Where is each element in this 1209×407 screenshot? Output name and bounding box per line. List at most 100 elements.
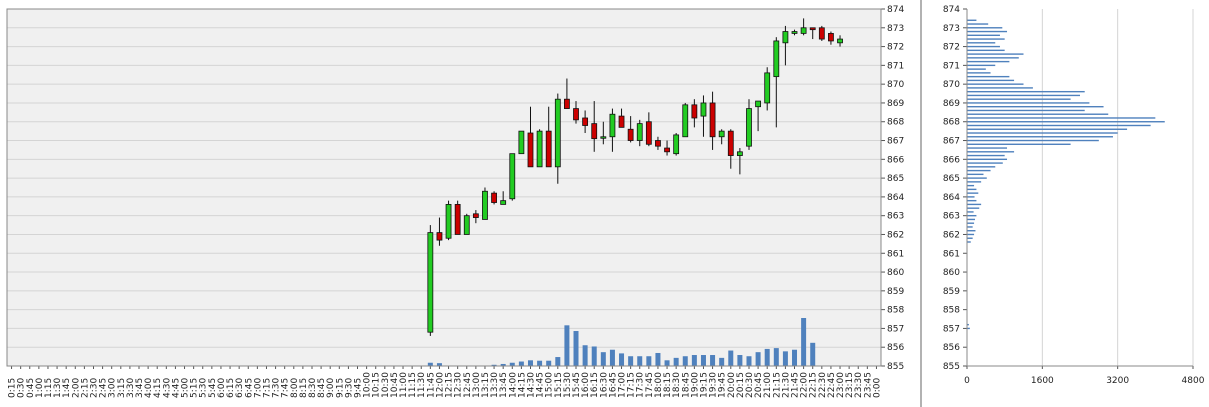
time-tick-label: 23:45 xyxy=(863,372,873,398)
candle-body xyxy=(700,102,707,117)
time-tick-label: 16:00 xyxy=(581,372,591,398)
time-tick-label: 18:15 xyxy=(663,372,673,398)
price-tick-label: 861 xyxy=(887,249,904,259)
profile-bar xyxy=(967,102,1090,104)
profile-price-tick-label: 856 xyxy=(943,343,960,353)
volume-tick-label: 3200 xyxy=(1106,376,1129,386)
profile-price-tick-label: 864 xyxy=(943,193,960,203)
candle-body xyxy=(454,204,461,235)
candle-body xyxy=(445,204,452,239)
profile-bar xyxy=(967,166,996,168)
volume-bar xyxy=(546,360,552,366)
profile-bar xyxy=(967,233,975,236)
volume-tick-label: 4800 xyxy=(1182,376,1205,386)
profile-bar xyxy=(967,30,1008,33)
time-tick-label: 11:30 xyxy=(417,372,427,398)
profile-price-tick-label: 858 xyxy=(943,306,960,316)
candle-body xyxy=(536,130,543,168)
candle-body xyxy=(609,113,616,138)
volume-tick-label: 1600 xyxy=(1031,376,1054,386)
profile-bar xyxy=(967,222,975,224)
profile-bar xyxy=(967,230,976,232)
volume-bar xyxy=(682,356,688,366)
time-tick-label: 7:45 xyxy=(281,378,291,398)
time-tick-label: 2:45 xyxy=(99,378,109,398)
profile-bar xyxy=(967,241,971,243)
profile-bar xyxy=(967,147,1008,149)
time-tick-label: 17:15 xyxy=(627,372,637,398)
time-tick-label: 22:45 xyxy=(827,372,837,398)
volume-bar xyxy=(792,349,798,366)
time-tick-label: 19:15 xyxy=(699,372,709,398)
price-tick-label: 858 xyxy=(887,306,904,316)
volume-bar xyxy=(509,362,515,366)
time-tick-label: 12:30 xyxy=(454,372,464,398)
volume-bar xyxy=(527,360,533,366)
time-tick-label: 4:00 xyxy=(144,378,154,398)
time-tick-label: 8:15 xyxy=(299,378,309,398)
profile-bar xyxy=(967,60,1010,63)
profile-bar xyxy=(967,83,1024,85)
time-tick-label: 0:15 xyxy=(8,378,18,398)
time-tick-label: 21:00 xyxy=(763,372,773,398)
main-gridlines xyxy=(7,8,881,367)
volume-series xyxy=(427,318,816,366)
profile-bar xyxy=(967,117,1156,119)
time-tick-label: 13:15 xyxy=(481,372,491,398)
volume-profile-series xyxy=(967,19,1165,330)
time-tick-label: 8:30 xyxy=(308,378,318,398)
profile-bar xyxy=(967,124,1151,127)
profile-bar xyxy=(967,42,996,44)
candle-body xyxy=(655,140,661,147)
candle-body xyxy=(800,27,807,34)
volume-bar xyxy=(564,325,570,366)
profile-bar xyxy=(967,169,991,172)
profile-price-tick-label: 867 xyxy=(943,137,960,147)
profile-bar xyxy=(967,23,989,25)
profile-price-tick-label: 855 xyxy=(943,362,960,372)
time-tick-label: 9:15 xyxy=(335,378,345,398)
volume-bar xyxy=(719,357,725,366)
time-tick-label: 7:15 xyxy=(262,378,272,398)
volume-bar xyxy=(518,361,524,366)
time-tick-label: 12:15 xyxy=(445,372,455,398)
profile-bar xyxy=(967,98,1071,100)
candle-body xyxy=(618,115,625,128)
time-tick-label: 8:00 xyxy=(290,378,300,398)
profile-price-tick-label: 873 xyxy=(943,24,960,34)
profile-bar xyxy=(967,203,982,206)
time-tick-label: 22:30 xyxy=(818,372,828,398)
time-tick-label: 17:00 xyxy=(618,372,628,398)
candle-body xyxy=(682,104,689,138)
time-tick-label: 9:00 xyxy=(326,378,336,398)
volume-bar xyxy=(773,348,779,366)
profile-price-axis: 855 856 857 858 859 860 861 862 863 864 865 866 867 8… xyxy=(943,5,967,372)
time-tick-label: 5:45 xyxy=(208,378,218,398)
profile-price-tick-label: 865 xyxy=(943,174,960,184)
time-tick-label: 3:30 xyxy=(126,378,136,398)
volume-bar xyxy=(801,318,807,366)
time-tick-label: 1:00 xyxy=(35,378,45,398)
profile-plot-background xyxy=(967,9,1193,366)
volume-bar xyxy=(436,363,442,366)
profile-volume-axis: 0 1600 3200 4800 xyxy=(964,366,1205,386)
profile-bar xyxy=(967,68,986,70)
time-tick-label: 1:15 xyxy=(44,378,54,398)
candle-body xyxy=(482,190,488,220)
volume-bar xyxy=(755,352,761,366)
time-tick-label: 17:30 xyxy=(636,372,646,398)
time-tick-label: 2:00 xyxy=(71,378,81,398)
volume-tick-label: 0 xyxy=(964,376,970,386)
time-tick-label: 10:15 xyxy=(372,372,382,398)
volume-bar xyxy=(728,350,734,366)
volume-bar xyxy=(655,352,661,366)
time-tick-label: 21:45 xyxy=(791,372,801,398)
profile-bar xyxy=(967,211,974,213)
time-tick-label: 18:00 xyxy=(654,372,664,398)
volume-bar xyxy=(810,342,816,366)
candle-body xyxy=(764,72,771,104)
time-tick-label: 2:30 xyxy=(89,378,99,398)
profile-price-tick-label: 872 xyxy=(943,43,960,53)
time-tick-label: 14:30 xyxy=(526,372,536,398)
candle-body xyxy=(427,232,434,333)
